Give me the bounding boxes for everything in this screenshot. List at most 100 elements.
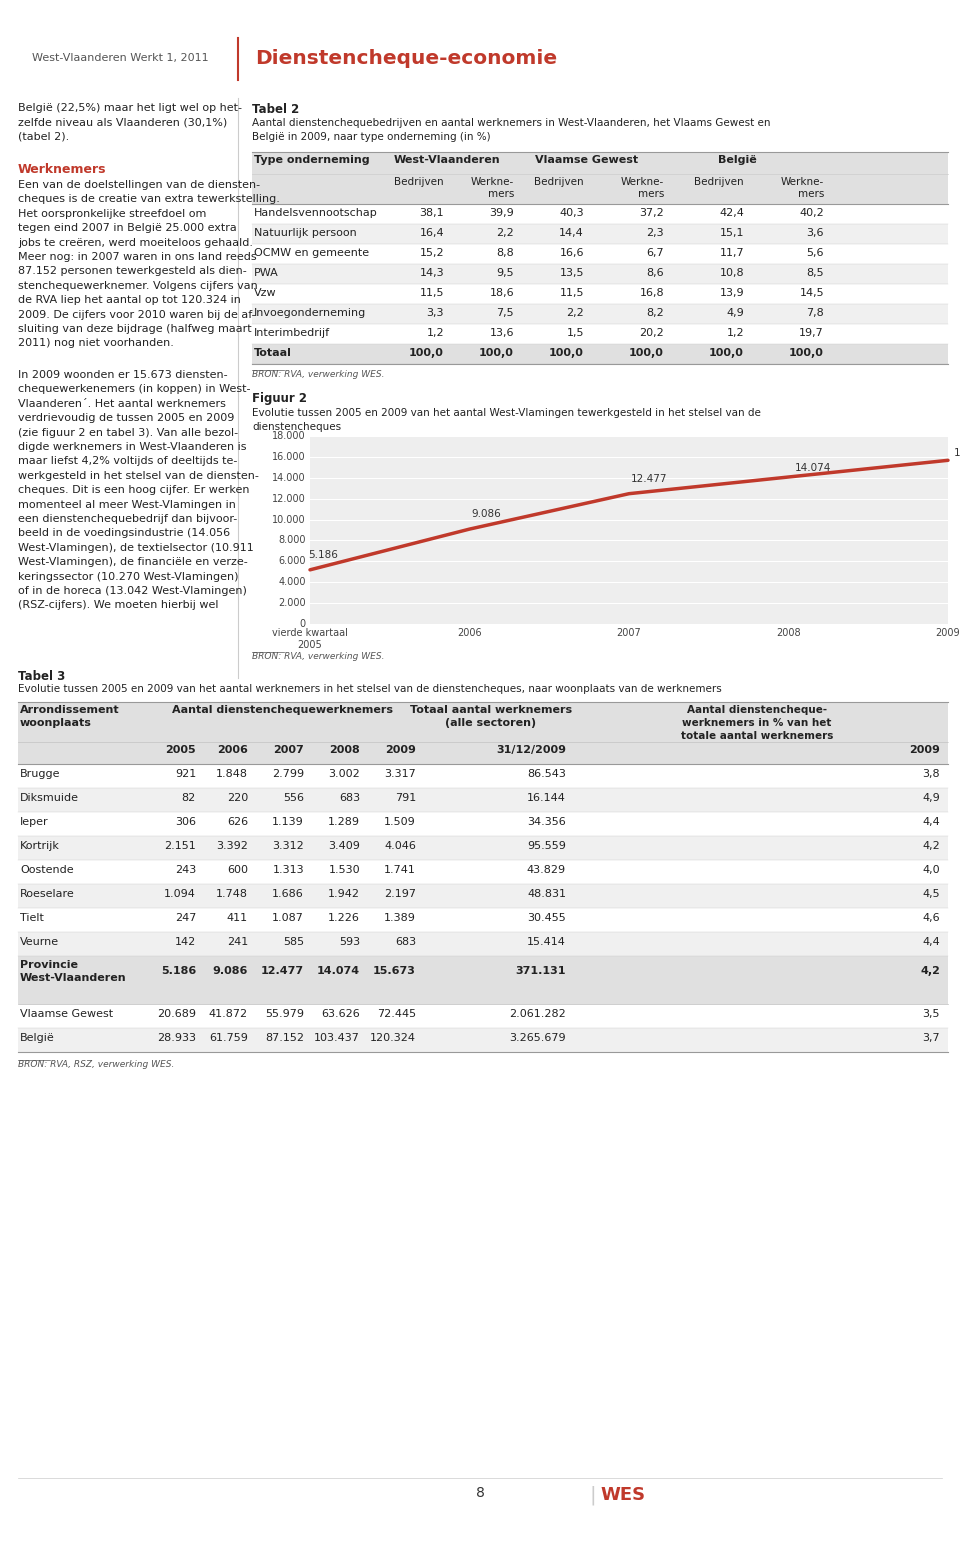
Text: 4.000: 4.000: [278, 577, 306, 587]
Text: 4,9: 4,9: [727, 308, 744, 317]
Text: 19,7: 19,7: [800, 328, 824, 337]
Text: Tielt: Tielt: [20, 913, 44, 923]
Text: BRON: RVA, RSZ, verwerking WES.: BRON: RVA, RSZ, verwerking WES.: [18, 1060, 175, 1070]
FancyBboxPatch shape: [252, 324, 948, 344]
Text: 11,5: 11,5: [560, 288, 584, 299]
FancyBboxPatch shape: [252, 245, 948, 265]
Text: 0: 0: [300, 619, 306, 628]
Text: 247: 247: [175, 913, 196, 923]
Text: 2007: 2007: [616, 628, 641, 638]
Text: 15,1: 15,1: [719, 228, 744, 238]
FancyBboxPatch shape: [310, 437, 948, 624]
Text: 593: 593: [339, 937, 360, 947]
FancyBboxPatch shape: [252, 344, 948, 364]
Text: België (22,5%) maar het ligt wel op het-
zelfde niveau als Vlaanderen (30,1%)
(t: België (22,5%) maar het ligt wel op het-…: [18, 104, 242, 142]
Text: 9.086: 9.086: [212, 966, 248, 975]
Text: 5.186: 5.186: [308, 550, 338, 560]
Text: 1.848: 1.848: [216, 769, 248, 779]
FancyBboxPatch shape: [18, 701, 948, 765]
Text: 241: 241: [227, 937, 248, 947]
Text: 20,2: 20,2: [639, 328, 664, 337]
Text: 1.686: 1.686: [273, 889, 304, 899]
Text: 2006: 2006: [217, 745, 248, 755]
Text: Werkne-
mers: Werkne- mers: [621, 176, 664, 200]
Text: 683: 683: [339, 793, 360, 803]
FancyBboxPatch shape: [18, 813, 948, 836]
Text: Evolutie tussen 2005 en 2009 van het aantal werknemers in het stelsel van de die: Evolutie tussen 2005 en 2009 van het aan…: [18, 684, 722, 694]
Text: PWA: PWA: [254, 268, 278, 279]
Text: 2009: 2009: [936, 628, 960, 638]
Text: Tabel 3: Tabel 3: [18, 670, 65, 683]
Text: 1.226: 1.226: [328, 913, 360, 923]
Text: 2.151: 2.151: [164, 841, 196, 851]
Text: 2.000: 2.000: [278, 598, 306, 608]
Text: 18.000: 18.000: [273, 430, 306, 441]
Text: 8,8: 8,8: [496, 248, 514, 259]
Text: 2006: 2006: [457, 628, 482, 638]
Text: 2.061.282: 2.061.282: [509, 1009, 566, 1019]
FancyBboxPatch shape: [252, 224, 948, 245]
Text: 39,9: 39,9: [490, 207, 514, 218]
Text: vierde kwartaal
2005: vierde kwartaal 2005: [272, 628, 348, 650]
Text: Veurne: Veurne: [20, 937, 60, 947]
Text: 100,0: 100,0: [709, 348, 744, 358]
Text: 31/12/2009: 31/12/2009: [496, 745, 566, 755]
Text: 2008: 2008: [777, 628, 801, 638]
Text: 12.000: 12.000: [273, 494, 306, 503]
Text: 306: 306: [175, 817, 196, 827]
Text: 4,2: 4,2: [920, 966, 940, 975]
Text: Werkne-
mers: Werkne- mers: [780, 176, 824, 200]
Text: 1.389: 1.389: [384, 913, 416, 923]
Text: 626: 626: [227, 817, 248, 827]
Text: 1.139: 1.139: [273, 817, 304, 827]
Text: 16.144: 16.144: [527, 793, 566, 803]
Text: Vzw: Vzw: [254, 288, 276, 299]
Text: Tabel 2: Tabel 2: [252, 104, 300, 116]
Text: BRON: RVA, verwerking WES.: BRON: RVA, verwerking WES.: [252, 652, 385, 661]
Text: 2,2: 2,2: [496, 228, 514, 238]
Text: 2.197: 2.197: [384, 889, 416, 899]
Text: 1,2: 1,2: [426, 328, 444, 337]
Text: 48.831: 48.831: [527, 889, 566, 899]
Text: Invoegonderneming: Invoegonderneming: [254, 308, 367, 317]
Text: 100,0: 100,0: [549, 348, 584, 358]
Text: Provincie
West-Vlaanderen: Provincie West-Vlaanderen: [20, 960, 127, 983]
Text: 4,4: 4,4: [923, 817, 940, 827]
Text: 7,5: 7,5: [496, 308, 514, 317]
Text: Handelsvennootschap: Handelsvennootschap: [254, 207, 377, 218]
Text: 1.530: 1.530: [328, 865, 360, 875]
Text: 3,6: 3,6: [806, 228, 824, 238]
Text: 100,0: 100,0: [409, 348, 444, 358]
FancyBboxPatch shape: [252, 152, 948, 204]
Text: 6,7: 6,7: [646, 248, 664, 259]
Text: 1.313: 1.313: [273, 865, 304, 875]
Text: Figuur 2: Figuur 2: [252, 392, 307, 406]
Text: |: |: [590, 1485, 603, 1505]
Text: Interimbedrijf: Interimbedrijf: [254, 328, 330, 337]
Text: 7,8: 7,8: [806, 308, 824, 317]
Text: België: België: [718, 155, 756, 166]
Text: 6.000: 6.000: [278, 556, 306, 567]
Text: 3.392: 3.392: [216, 841, 248, 851]
Text: 87.152: 87.152: [265, 1033, 304, 1043]
Text: 411: 411: [227, 913, 248, 923]
Text: 142: 142: [175, 937, 196, 947]
Text: 100,0: 100,0: [789, 348, 824, 358]
Text: Vlaamse Gewest: Vlaamse Gewest: [536, 155, 638, 166]
Text: 4,0: 4,0: [923, 865, 940, 875]
Text: 4,9: 4,9: [923, 793, 940, 803]
FancyBboxPatch shape: [252, 265, 948, 283]
Text: West-Vlaanderen: West-Vlaanderen: [394, 155, 500, 166]
Text: 30.455: 30.455: [527, 913, 566, 923]
Text: 28.933: 28.933: [157, 1033, 196, 1043]
Text: 220: 220: [227, 793, 248, 803]
Text: 13,5: 13,5: [560, 268, 584, 279]
Text: 100,0: 100,0: [479, 348, 514, 358]
Text: 3.312: 3.312: [273, 841, 304, 851]
Text: 3.265.679: 3.265.679: [510, 1033, 566, 1043]
Text: 61.759: 61.759: [209, 1033, 248, 1043]
Text: 63.626: 63.626: [322, 1009, 360, 1019]
Text: 13,6: 13,6: [490, 328, 514, 337]
Text: 5,6: 5,6: [806, 248, 824, 259]
Text: 55.979: 55.979: [265, 1009, 304, 1019]
